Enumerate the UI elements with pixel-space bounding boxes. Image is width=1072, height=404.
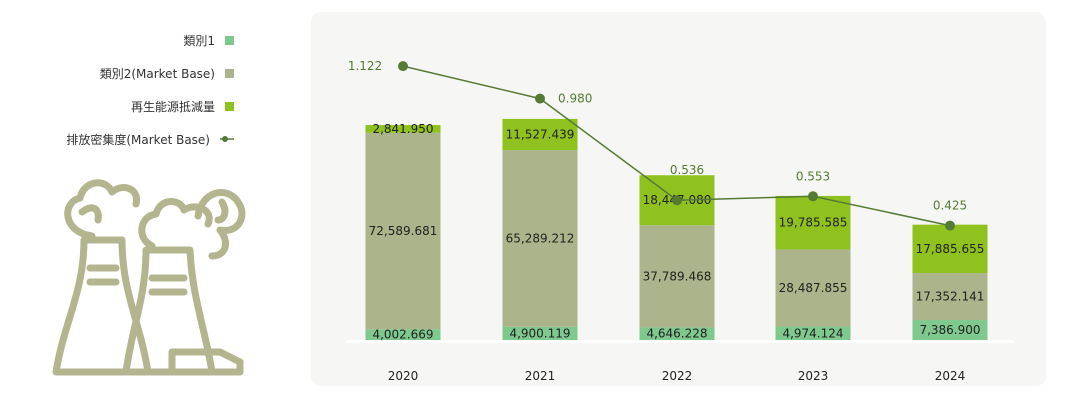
data-label: 4,002.669 [372,328,433,342]
x-tick-label: 2023 [798,369,829,383]
x-tick-label: 2021 [525,369,556,383]
intensity-label: 0.553 [796,169,830,183]
intensity-point [398,61,408,72]
data-label: 7,386.900 [919,323,980,337]
bar-segment [502,118,578,151]
data-label: 37,789.468 [643,269,712,283]
data-label: 17,352.141 [916,290,985,304]
data-label: 65,289.212 [506,231,575,245]
data-label: 4,900.119 [509,326,570,340]
intensity-point [808,191,818,202]
bar-segment [775,249,851,327]
emissions-chart: 4,002.669 72,589.681 2,841.950 2020 4,900.11… [346,59,1014,383]
data-label: 2,841.950 [372,122,433,136]
legend-swatch [225,101,234,111]
intensity-label: 1.122 [348,59,382,73]
bar-segment [775,326,851,340]
legend-label: 類別1 [183,33,215,48]
bar-segment [365,125,441,133]
chart-panel: 4,002.669 72,589.681 2,841.950 2020 4,900.11… [311,12,1046,386]
x-tick-label: 2022 [662,369,693,383]
legend-label: 類別2(Market Base) [99,66,215,81]
bar-segment [912,224,988,274]
data-label: 19,785.585 [779,216,848,230]
data-label: 28,487.855 [779,281,848,295]
bar-segment [502,150,578,327]
intensity-label: 0.980 [558,92,592,106]
legend-label: 再生能源抵減量 [130,99,215,114]
data-label: 11,527.439 [506,127,575,141]
bar-segment [639,327,715,340]
legend-swatch [225,68,234,78]
legend-label: 排放密集度(Market Base) [66,132,210,147]
factory-cooling-tower-icon [52,179,246,376]
legend-swatch [225,35,234,45]
legend: 類別1 類別2(Market Base) 再生能源抵減量排放密集度(Market B… [0,0,290,170]
legend-item: 再生能源抵減量 [131,95,234,117]
bar-segment [502,326,578,340]
bar-segment [365,132,441,330]
intensity-label: 0.425 [933,199,967,213]
x-tick-label: 2024 [935,369,966,383]
intensity-point [672,195,682,206]
intensity-point [535,93,545,104]
bar-segment [365,329,441,340]
legend-line-marker [220,136,234,142]
legend-item: 排放密集度(Market Base) [66,128,234,150]
data-label: 4,974.124 [782,326,843,340]
bar-segment [912,320,988,340]
bar-segment [639,225,715,328]
data-label: 4,646.228 [646,327,707,341]
bar-segment [912,273,988,321]
bar-segment [775,195,851,250]
x-tick-label: 2020 [388,369,419,383]
legend-item: 類別2(Market Base) [100,62,234,84]
data-label: 17,885.655 [916,242,985,256]
data-label: 72,589.681 [369,224,438,238]
intensity-label: 0.536 [670,163,704,177]
intensity-point [945,220,955,231]
legend-item: 類別1 [183,29,234,51]
